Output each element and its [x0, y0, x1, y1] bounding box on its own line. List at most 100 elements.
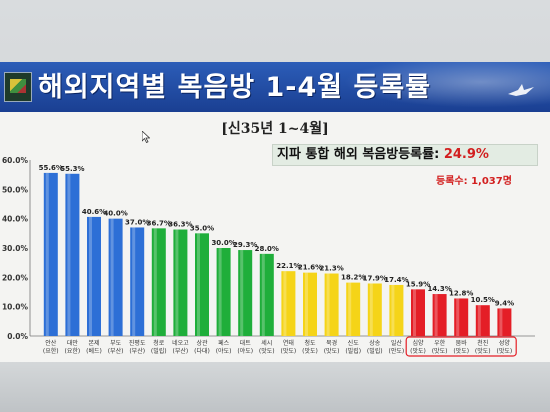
bar-shine [175, 229, 179, 336]
x-tick-sublabel: (야도) [237, 347, 253, 355]
bar-chart: 0.0% 10.0% 20.0% 30.0% 40.0% 50.0% 60.0% 55.6% 안… [2, 156, 535, 357]
bar [389, 284, 404, 336]
y-tick-label: 50.0% [2, 185, 29, 194]
bar-shine [413, 289, 416, 336]
bar-group [108, 218, 123, 336]
bar-value-label: 40.6% [82, 208, 106, 216]
bar-value-label: 10.5% [471, 296, 495, 304]
bar-group [497, 308, 512, 336]
bar-shine [391, 284, 395, 336]
bar-shine [89, 216, 92, 336]
bar-group [216, 248, 231, 336]
x-tick-label: 안산 [45, 339, 57, 347]
bar-value-label: 30.0% [211, 239, 235, 247]
x-tick-sublabel: (빌립) [345, 347, 361, 355]
bar-group [65, 173, 80, 336]
bar-value-label: 21.3% [319, 265, 343, 273]
bar [475, 305, 490, 336]
bar-shine [197, 233, 200, 336]
bar-group [87, 216, 101, 336]
bar [411, 289, 425, 336]
bar-value-label: 55.3% [60, 165, 84, 173]
bar-value-label: 9.4% [495, 299, 514, 307]
bar-group [303, 272, 317, 336]
bar-group [281, 271, 296, 336]
bar-shine [45, 172, 49, 336]
bar-group [389, 284, 404, 336]
y-tick-label: 0.0% [7, 332, 28, 341]
bar [151, 228, 166, 336]
bar [238, 250, 253, 336]
bar-shine [305, 272, 308, 336]
bar-group [475, 305, 490, 336]
bar-shine [261, 253, 265, 336]
bar-value-label: 14.3% [427, 285, 451, 293]
bar-group [259, 253, 274, 336]
x-tick-label: 뭄바 [456, 339, 468, 347]
bar-shine [283, 271, 287, 336]
x-tick-sublabel: (요한) [65, 348, 81, 355]
bar-group [454, 298, 469, 336]
bar-group [173, 229, 188, 336]
bar [216, 248, 231, 336]
bar-shine [110, 218, 114, 336]
x-tick-sublabel: (맛도) [497, 347, 513, 355]
x-tick-sublabel: (맛도) [475, 347, 491, 355]
y-tick-label: 40.0% [2, 215, 29, 224]
x-tick-label: 상관 [196, 339, 208, 347]
bar [432, 294, 447, 336]
x-tick-label: 부도 [110, 340, 122, 347]
bar [303, 272, 317, 336]
bar-value-label: 17.4% [384, 276, 408, 284]
bar-group [324, 273, 339, 336]
bar-group [411, 289, 425, 336]
bar-shine [477, 305, 481, 336]
bird-icon [508, 84, 534, 96]
mouse-cursor-icon [142, 131, 150, 143]
x-tick-sublabel: (맛도) [324, 347, 340, 355]
bar [281, 271, 296, 336]
bar [324, 273, 339, 336]
period-subtitle: [신35년 1~4월] [221, 121, 329, 137]
x-tick-label: 대만 [67, 339, 79, 347]
bar [259, 253, 274, 336]
summary-label: 지파 통합 해외 복음방등록률: [277, 147, 440, 162]
bar [65, 173, 80, 336]
bar [43, 172, 58, 336]
bar [195, 233, 209, 336]
x-tick-label: 청도 [304, 340, 316, 347]
x-tick-label: 청로 [153, 340, 165, 347]
bar-shine [499, 308, 503, 336]
bar-value-label: 40.0% [103, 210, 127, 218]
y-tick-label: 30.0% [2, 244, 29, 253]
bar-shine [132, 227, 136, 336]
x-tick-sublabel: (부산) [173, 347, 189, 355]
bar-shine [369, 283, 373, 336]
bar-value-label: 29.3% [233, 241, 257, 249]
x-tick-sublabel: (빌립) [151, 347, 167, 355]
x-tick-label: 페스 [218, 339, 230, 347]
bar-group [195, 233, 209, 336]
bar-value-label: 12.8% [449, 289, 473, 297]
x-tick-sublabel: (맛도) [453, 347, 469, 355]
registration-count: 등록수: 1,037명 [436, 176, 512, 187]
bar [173, 229, 188, 336]
bar-value-label: 22.1% [276, 262, 300, 270]
bar-value-label: 36.3% [168, 221, 192, 229]
x-tick-sublabel: (맛도) [259, 347, 275, 355]
x-tick-sublabel: (맛도) [432, 347, 448, 355]
slide-title: 해외지역별 복음방 1-4월 등록률 [38, 72, 432, 103]
bar-value-label: 35.0% [190, 224, 214, 232]
highlight-box [405, 336, 517, 357]
y-tick-label: 10.0% [2, 303, 29, 312]
x-tick-sublabel: (맛도) [302, 347, 318, 355]
bar [87, 216, 101, 336]
bar [367, 283, 382, 336]
x-tick-label: 성양 [499, 339, 511, 347]
bar-value-label: 37.0% [125, 218, 149, 226]
bar-group [238, 250, 253, 336]
x-tick-label: 신도 [348, 339, 360, 347]
bar [130, 227, 145, 336]
bar-value-label: 28.0% [255, 245, 279, 253]
y-tick-label: 60.0% [2, 156, 29, 165]
